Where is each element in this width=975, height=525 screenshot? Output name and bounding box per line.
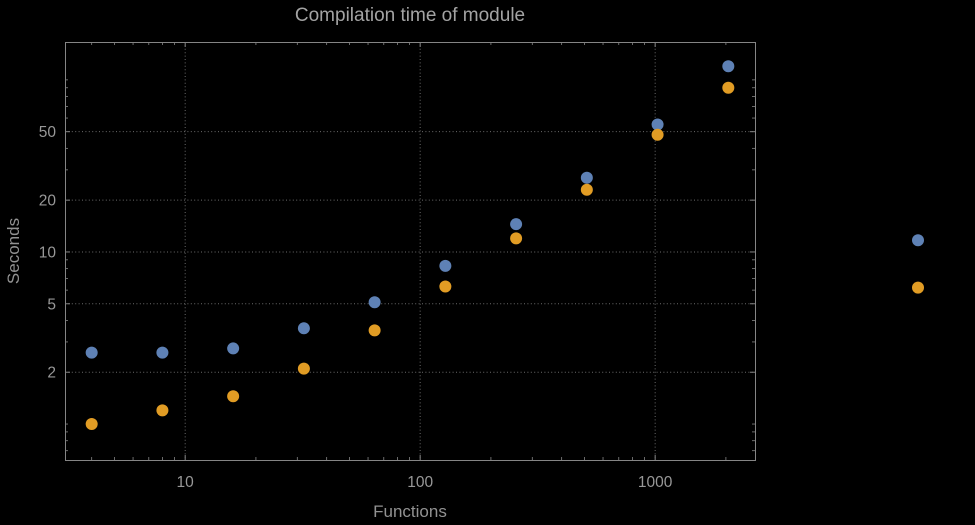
data-point-blue [580,171,593,184]
data-point-orange [368,324,381,337]
data-point-blue [156,346,169,359]
y-axis-label: Seconds [4,217,23,285]
plot-title: Compilation time of module [294,5,526,26]
data-point-orange [156,404,169,417]
y-tick-label-20: 20 [39,193,57,210]
data-point-blue [85,346,98,359]
data-point-orange [227,390,240,403]
x-tick-label-100: 100 [407,474,433,491]
data-point-blue [722,60,735,73]
data-point-orange [439,280,452,293]
data-point-blue [510,218,523,231]
data-point-blue [439,259,452,272]
legend-marker-orange [912,281,924,294]
x-axis-label: Functions [373,502,447,521]
y-tick-label-10: 10 [39,244,57,261]
legend-marker-blue [912,234,924,247]
data-point-orange [651,128,664,141]
y-tick-label-2: 2 [47,365,56,382]
data-point-blue [651,118,664,131]
data-point-blue [227,342,240,355]
data-point-orange [297,362,310,375]
data-point-blue [297,322,310,335]
data-point-orange [85,418,98,431]
x-tick-label-1000: 1000 [638,474,673,491]
data-point-blue [368,296,381,309]
y-tick-label-50: 50 [39,124,57,141]
data-point-orange [510,232,523,245]
y-tick-label-5: 5 [47,296,56,313]
plot-frame [65,42,756,461]
data-point-orange [722,81,735,94]
x-tick-label-10: 10 [177,474,195,491]
data-point-orange [580,183,593,196]
